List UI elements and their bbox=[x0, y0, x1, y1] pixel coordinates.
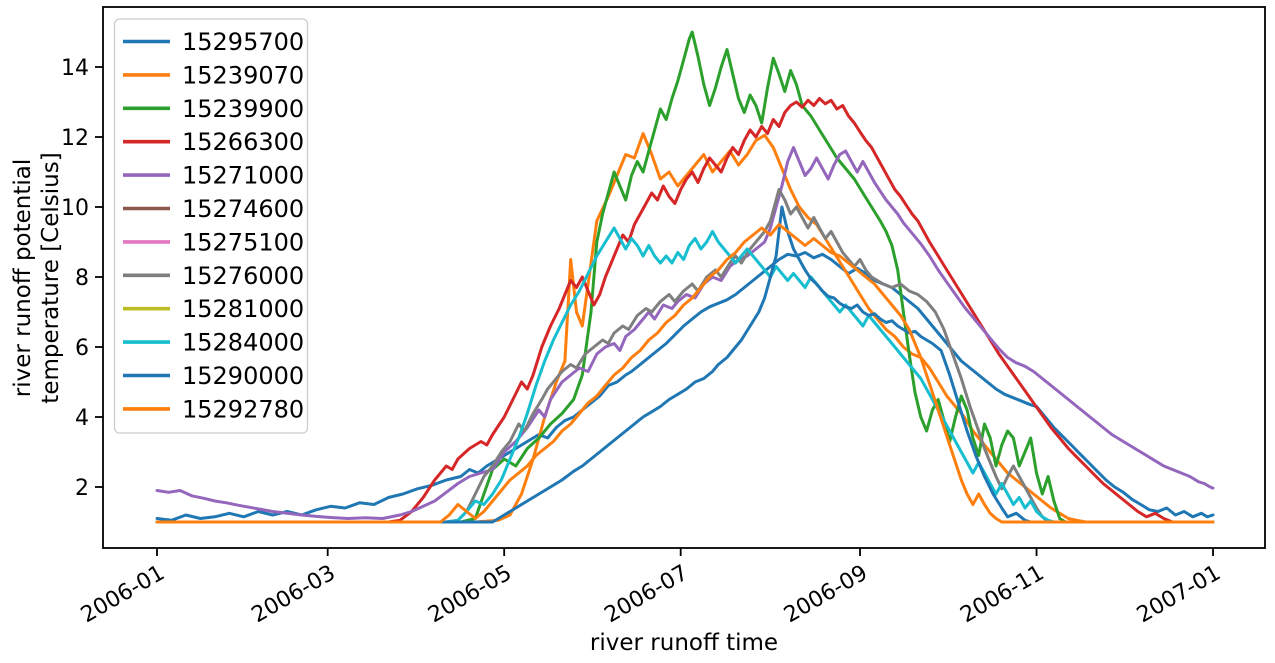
series-line-15239900 bbox=[155, 30, 1215, 524]
legend-label: 15292780 bbox=[182, 395, 304, 423]
y-tick-label: 6 bbox=[75, 336, 89, 361]
x-tick-label: 2006-03 bbox=[248, 561, 340, 629]
legend-label: 15266300 bbox=[182, 128, 304, 156]
legend: 15295700 15239070 15239900 15266300 15271000… bbox=[113, 18, 309, 434]
series-line-15266300 bbox=[155, 97, 1215, 524]
legend-item-15292780: 15292780 bbox=[123, 395, 304, 423]
legend-label: 15271000 bbox=[182, 162, 304, 190]
legend-item-15274600: 15274600 bbox=[123, 195, 304, 223]
x-tick-label: 2006-05 bbox=[424, 561, 516, 629]
y-axis-label-line2: temperature [Celsius] bbox=[38, 152, 64, 403]
legend-item-15290000: 15290000 bbox=[123, 362, 304, 390]
legend-label: 15239070 bbox=[182, 61, 304, 89]
legend-item-15239070: 15239070 bbox=[123, 61, 304, 89]
y-tick-label: 2 bbox=[75, 476, 89, 501]
legend-item-15281000: 15281000 bbox=[123, 295, 304, 323]
legend-item-15284000: 15284000 bbox=[123, 329, 304, 357]
series-line-15276000 bbox=[155, 188, 1215, 524]
legend-label: 15281000 bbox=[182, 295, 304, 323]
x-tick-label: 2007-01 bbox=[1133, 561, 1225, 629]
series-line-15239070 bbox=[155, 132, 1215, 524]
series-line-15290000 bbox=[155, 205, 1215, 524]
legend-item-15239900: 15239900 bbox=[123, 95, 304, 123]
series-lines bbox=[155, 30, 1215, 524]
x-tick-label: 2006-09 bbox=[780, 561, 872, 629]
legend-item-15295700: 15295700 bbox=[123, 28, 304, 56]
x-tick-label: 2006-07 bbox=[601, 561, 693, 629]
legend-label: 15275100 bbox=[182, 228, 304, 256]
x-axis-label: river runoff time bbox=[590, 630, 778, 656]
series-line-15295700 bbox=[155, 251, 1215, 522]
y-axis: 2 4 6 8 10 12 14 bbox=[61, 56, 103, 501]
y-axis-label-line1: river runoff potential bbox=[10, 159, 36, 398]
series-line-15284000 bbox=[155, 226, 1215, 524]
legend-label: 15276000 bbox=[182, 262, 304, 290]
legend-item-15275100: 15275100 bbox=[123, 228, 304, 256]
legend-box bbox=[113, 18, 309, 434]
y-tick-label: 14 bbox=[61, 56, 89, 81]
y-tick-label: 4 bbox=[75, 406, 89, 431]
x-axis: 2006-01 2006-03 2006-05 2006-07 2006-09 2006-… bbox=[77, 548, 1225, 628]
legend-label: 15239900 bbox=[182, 95, 304, 123]
y-tick-label: 12 bbox=[61, 126, 89, 151]
legend-label: 15290000 bbox=[182, 362, 304, 390]
series-line-15292780 bbox=[155, 223, 1215, 524]
series-line-15271000 bbox=[155, 146, 1215, 520]
legend-label: 15284000 bbox=[182, 329, 304, 357]
x-tick-label: 2006-01 bbox=[77, 561, 169, 629]
legend-item-15276000: 15276000 bbox=[123, 262, 304, 290]
legend-item-15266300: 15266300 bbox=[123, 128, 304, 156]
y-tick-label: 10 bbox=[61, 196, 89, 221]
legend-item-15271000: 15271000 bbox=[123, 162, 304, 190]
legend-label: 15274600 bbox=[182, 195, 304, 223]
x-tick-label: 2006-11 bbox=[956, 561, 1048, 629]
y-tick-label: 8 bbox=[75, 266, 89, 291]
legend-label: 15295700 bbox=[182, 28, 304, 56]
